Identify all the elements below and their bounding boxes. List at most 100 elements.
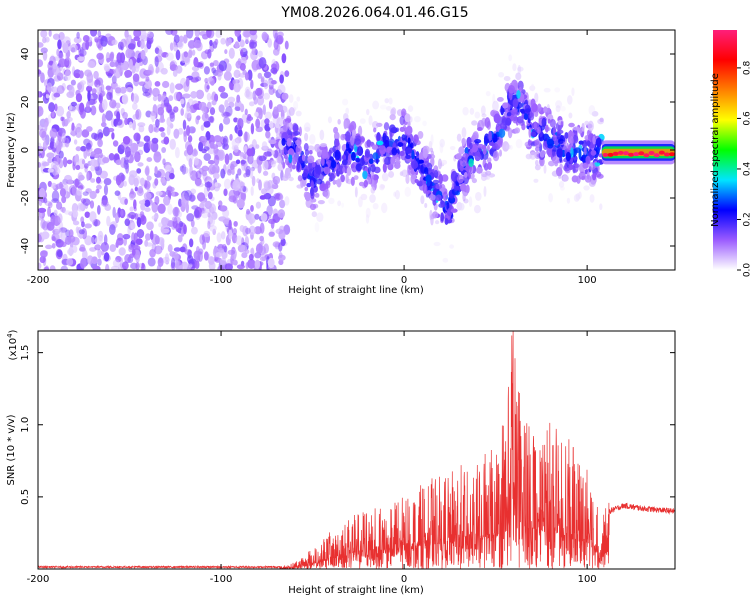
heatmap-cell — [140, 262, 145, 269]
heatmap-cell — [229, 133, 233, 141]
heatmap-cell — [341, 202, 344, 208]
heatmap-cell — [278, 259, 284, 266]
snr-x-tick-label: -100 — [210, 574, 233, 585]
heatmap-cell — [422, 148, 428, 159]
heatmap-cell — [224, 153, 230, 165]
heatmap-cell — [310, 181, 315, 190]
heatmap-cell — [173, 106, 179, 113]
heatmap-cell — [277, 36, 283, 45]
heatmap-cell — [411, 160, 419, 169]
heatmap-cell — [324, 188, 330, 199]
heatmap-cell — [405, 154, 411, 160]
heatmap-cell — [296, 160, 301, 172]
heatmap-cell — [381, 202, 388, 214]
heatmap-cell — [215, 69, 224, 77]
heatmap-cell — [257, 163, 262, 174]
heatmap-cell — [56, 201, 63, 210]
heatmap-cell — [219, 257, 227, 266]
heatmap-cell — [240, 49, 244, 57]
heatmap-cell — [208, 215, 214, 225]
heatmap-cell — [85, 39, 90, 51]
heatmap-cell — [476, 166, 483, 174]
heatmap-cell — [175, 83, 184, 91]
heatmap-cell — [40, 219, 46, 230]
heatmap-cell — [288, 153, 293, 164]
heatmap-cell — [489, 149, 493, 155]
heatmap-cell — [133, 36, 141, 42]
heatmap-cell — [203, 146, 210, 152]
heatmap-cell — [280, 105, 288, 114]
heatmap-cell — [334, 149, 341, 161]
heatmap-cell — [47, 180, 52, 188]
heatmap-cell — [304, 186, 309, 192]
heatmap-cell — [236, 94, 241, 103]
heatmap-cell — [200, 210, 209, 219]
heatmap-cell — [271, 179, 278, 185]
heatmap-cell — [216, 232, 222, 243]
heatmap-cell — [259, 256, 267, 262]
heatmap-cell — [418, 159, 424, 164]
heatmap-cell — [388, 170, 395, 178]
heatmap-cell — [109, 52, 114, 62]
heatmap-cell — [595, 171, 602, 178]
heatmap-cell — [271, 172, 276, 180]
heatmap-cell — [281, 53, 287, 64]
heatmap-cell — [209, 107, 216, 115]
heatmap-cell — [140, 49, 146, 60]
heatmap-cell — [196, 115, 201, 121]
heatmap-cell — [92, 265, 101, 270]
heatmap-cell — [78, 49, 87, 57]
heatmap-cell — [173, 34, 180, 43]
heatmap-cell — [288, 94, 294, 103]
heatmap-cell — [370, 186, 376, 194]
heatmap-cell — [114, 190, 121, 196]
heatmap-cell — [227, 37, 232, 46]
heatmap-cell — [90, 105, 97, 116]
heatmap-cell — [249, 167, 254, 179]
heatmap-cell — [517, 66, 524, 72]
heatmap-cell — [40, 250, 48, 258]
heatmap-cell — [163, 195, 171, 206]
heatmap-cell — [128, 58, 133, 70]
heatmap-cell — [440, 212, 445, 222]
heatmap-cell — [240, 159, 247, 165]
heatmap-cell — [376, 131, 381, 142]
heatmap-cell — [84, 211, 91, 219]
heatmap-cell — [264, 118, 270, 125]
heatmap-cell — [66, 159, 73, 165]
heatmap-cell — [194, 260, 200, 270]
heatmap-cell — [311, 161, 316, 168]
heatmap-cell — [245, 91, 254, 100]
heatmap-cell — [184, 249, 193, 255]
heatmap-cell — [237, 129, 243, 137]
heatmap-cell — [263, 92, 271, 100]
heatmap-cell — [292, 124, 299, 132]
heatmap-cell — [499, 149, 502, 157]
heatmap-cell — [148, 124, 154, 134]
heatmap-cell — [244, 235, 249, 247]
heatmap-cell — [432, 211, 439, 219]
heatmap-cell — [57, 213, 63, 224]
heatmap-cell — [568, 122, 575, 128]
heatmap-cell — [220, 168, 226, 179]
heatmap-cell — [329, 147, 334, 154]
heatmap-cell — [140, 177, 145, 187]
heatmap-cell — [310, 187, 314, 197]
heatmap-cell — [248, 253, 254, 261]
heatmap-cell — [193, 57, 199, 68]
heatmap-cell — [116, 233, 124, 241]
heatmap-cell — [242, 186, 247, 192]
heatmap-cell — [175, 261, 183, 270]
heatmap-cell — [48, 60, 54, 66]
heatmap-cell — [38, 161, 42, 168]
heatmap-cell — [187, 135, 193, 143]
heatmap-cell — [69, 242, 74, 249]
heatmap-cell — [332, 179, 336, 185]
heatmap-cell — [40, 72, 45, 84]
snr-y-tick-label: 1.0 — [20, 417, 31, 433]
heatmap-cell — [314, 222, 320, 233]
heatmap-cell — [177, 234, 183, 243]
heatmap-cell — [227, 96, 236, 103]
heatmap-cell — [158, 117, 166, 123]
heatmap-cell — [362, 170, 368, 180]
